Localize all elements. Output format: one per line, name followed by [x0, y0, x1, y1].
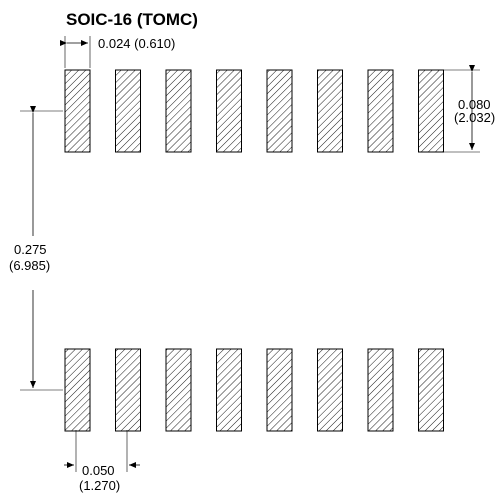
- bottom-pad-4: [216, 348, 242, 432]
- pad-width-dimension: 0.024 (0.610): [60, 36, 175, 68]
- top-pad-1: [64, 69, 91, 153]
- top-pad-8: [418, 69, 444, 153]
- bottom-pad-6: [317, 348, 343, 432]
- row-spacing-inch-label: 0.275: [14, 242, 47, 257]
- top-pad-3: [165, 69, 192, 153]
- drawing-title: SOIC-16 (TOMC): [66, 10, 198, 29]
- pad-length-mm-label: (2.032): [454, 110, 495, 125]
- top-pad-4: [216, 69, 242, 153]
- pad-length-dimension: 0.080 (2.032): [443, 65, 495, 153]
- top-pad-row: [64, 69, 444, 153]
- bottom-pad-8: [418, 348, 444, 432]
- top-pad-2: [115, 69, 141, 153]
- row-spacing-dimension: 0.275 (6.985): [9, 106, 63, 391]
- pad-length-inch-label: 0.080: [458, 97, 491, 112]
- bottom-pad-7: [367, 348, 394, 432]
- bottom-pad-1: [64, 348, 91, 432]
- top-pad-6: [317, 69, 343, 153]
- pitch-inch-label: 0.050: [82, 463, 115, 478]
- pad-width-label: 0.024 (0.610): [98, 36, 175, 51]
- bottom-pad-row: [64, 348, 444, 432]
- top-pad-5: [266, 69, 293, 153]
- bottom-pad-2: [115, 348, 141, 432]
- row-spacing-mm-label: (6.985): [9, 258, 50, 273]
- top-pad-7: [367, 69, 394, 153]
- pitch-mm-label: (1.270): [79, 478, 120, 493]
- pitch-dimension: 0.050 (1.270): [64, 430, 140, 493]
- bottom-pad-3: [165, 348, 192, 432]
- bottom-pad-5: [266, 348, 293, 432]
